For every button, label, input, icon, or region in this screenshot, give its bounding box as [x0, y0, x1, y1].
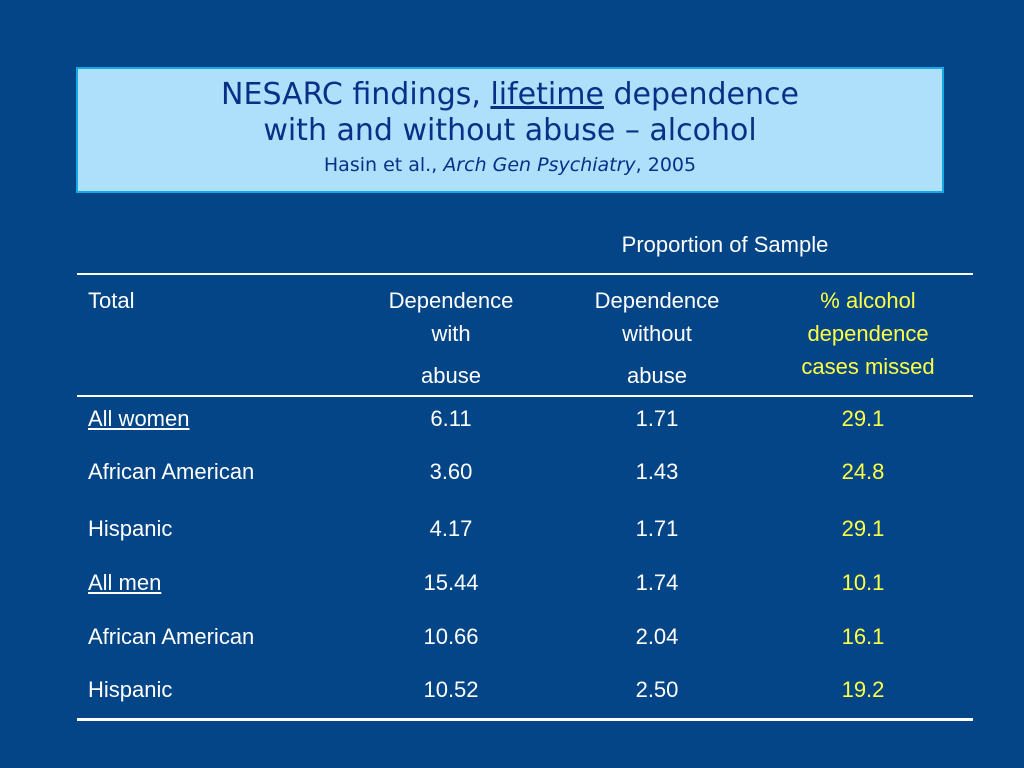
cell-dep-with-abuse: 10.66	[423, 624, 479, 649]
row-label-african-american-men: African American	[88, 624, 255, 649]
citation: Hasin et al., Arch Gen Psychiatry, 2005	[78, 153, 942, 177]
col3-line1: % alcohol	[820, 288, 916, 313]
cell-cases-missed: 16.1	[841, 624, 885, 649]
col-header-dependence-with-abuse: Dependence with abuse	[356, 284, 546, 392]
cell-cases-missed: 29.1	[841, 516, 885, 541]
col-header-total: Total	[88, 288, 135, 313]
col1-line2: with	[431, 321, 471, 346]
col-header-cases-missed: % alcohol dependence cases missed	[768, 284, 968, 383]
col2-line3: abuse	[627, 363, 687, 388]
col3-line3: cases missed	[801, 354, 935, 379]
cell-dep-without-abuse: 1.71	[635, 406, 679, 431]
cell-dep-without-abuse: 2.50	[635, 677, 679, 702]
col3-line2: dependence	[807, 321, 929, 346]
cell-dep-without-abuse: 2.04	[635, 624, 679, 649]
row-label-hispanic-men: Hispanic	[88, 677, 173, 702]
row-label-hispanic-women: Hispanic	[88, 516, 173, 541]
table-header-rule	[77, 395, 973, 397]
row-label-african-american-women: African American	[88, 459, 255, 484]
cell-cases-missed: 24.8	[841, 459, 885, 484]
cell-cases-missed: 10.1	[841, 570, 885, 595]
row-label-all-men: All men	[88, 570, 162, 595]
citation-journal: Arch Gen Psychiatry	[443, 154, 636, 176]
citation-authors: Hasin et al.,	[323, 154, 444, 176]
col2-line1: Dependence	[594, 288, 720, 313]
cell-dep-with-abuse: 3.60	[429, 459, 473, 484]
cell-dep-with-abuse: 4.17	[429, 516, 473, 541]
citation-year: , 2005	[635, 154, 697, 176]
title-suffix: dependence	[603, 77, 799, 112]
group-header: Proportion of Sample	[621, 232, 829, 257]
title-box: NESARC findings, lifetime dependence wit…	[76, 67, 944, 193]
cell-dep-with-abuse: 15.44	[423, 570, 479, 595]
cell-dep-without-abuse: 1.74	[635, 570, 679, 595]
cell-cases-missed: 29.1	[841, 406, 885, 431]
title-prefix: NESARC findings,	[221, 77, 491, 112]
col2-line2: without	[622, 321, 692, 346]
cell-dep-without-abuse: 1.71	[635, 516, 679, 541]
col1-line1: Dependence	[388, 288, 514, 313]
cell-dep-with-abuse: 10.52	[423, 677, 479, 702]
table-top-rule	[77, 273, 973, 275]
col-header-dependence-without-abuse: Dependence without abuse	[562, 284, 752, 392]
cell-cases-missed: 19.2	[841, 677, 885, 702]
title-line-1: NESARC findings, lifetime dependence	[78, 77, 942, 113]
col1-line3: abuse	[421, 363, 481, 388]
cell-dep-without-abuse: 1.43	[635, 459, 679, 484]
table-bottom-rule	[77, 718, 973, 721]
row-label-all-women: All women	[88, 406, 190, 431]
title-lifetime: lifetime	[490, 77, 604, 112]
cell-dep-with-abuse: 6.11	[430, 406, 472, 431]
title-line-2: with and without abuse – alcohol	[263, 113, 757, 148]
